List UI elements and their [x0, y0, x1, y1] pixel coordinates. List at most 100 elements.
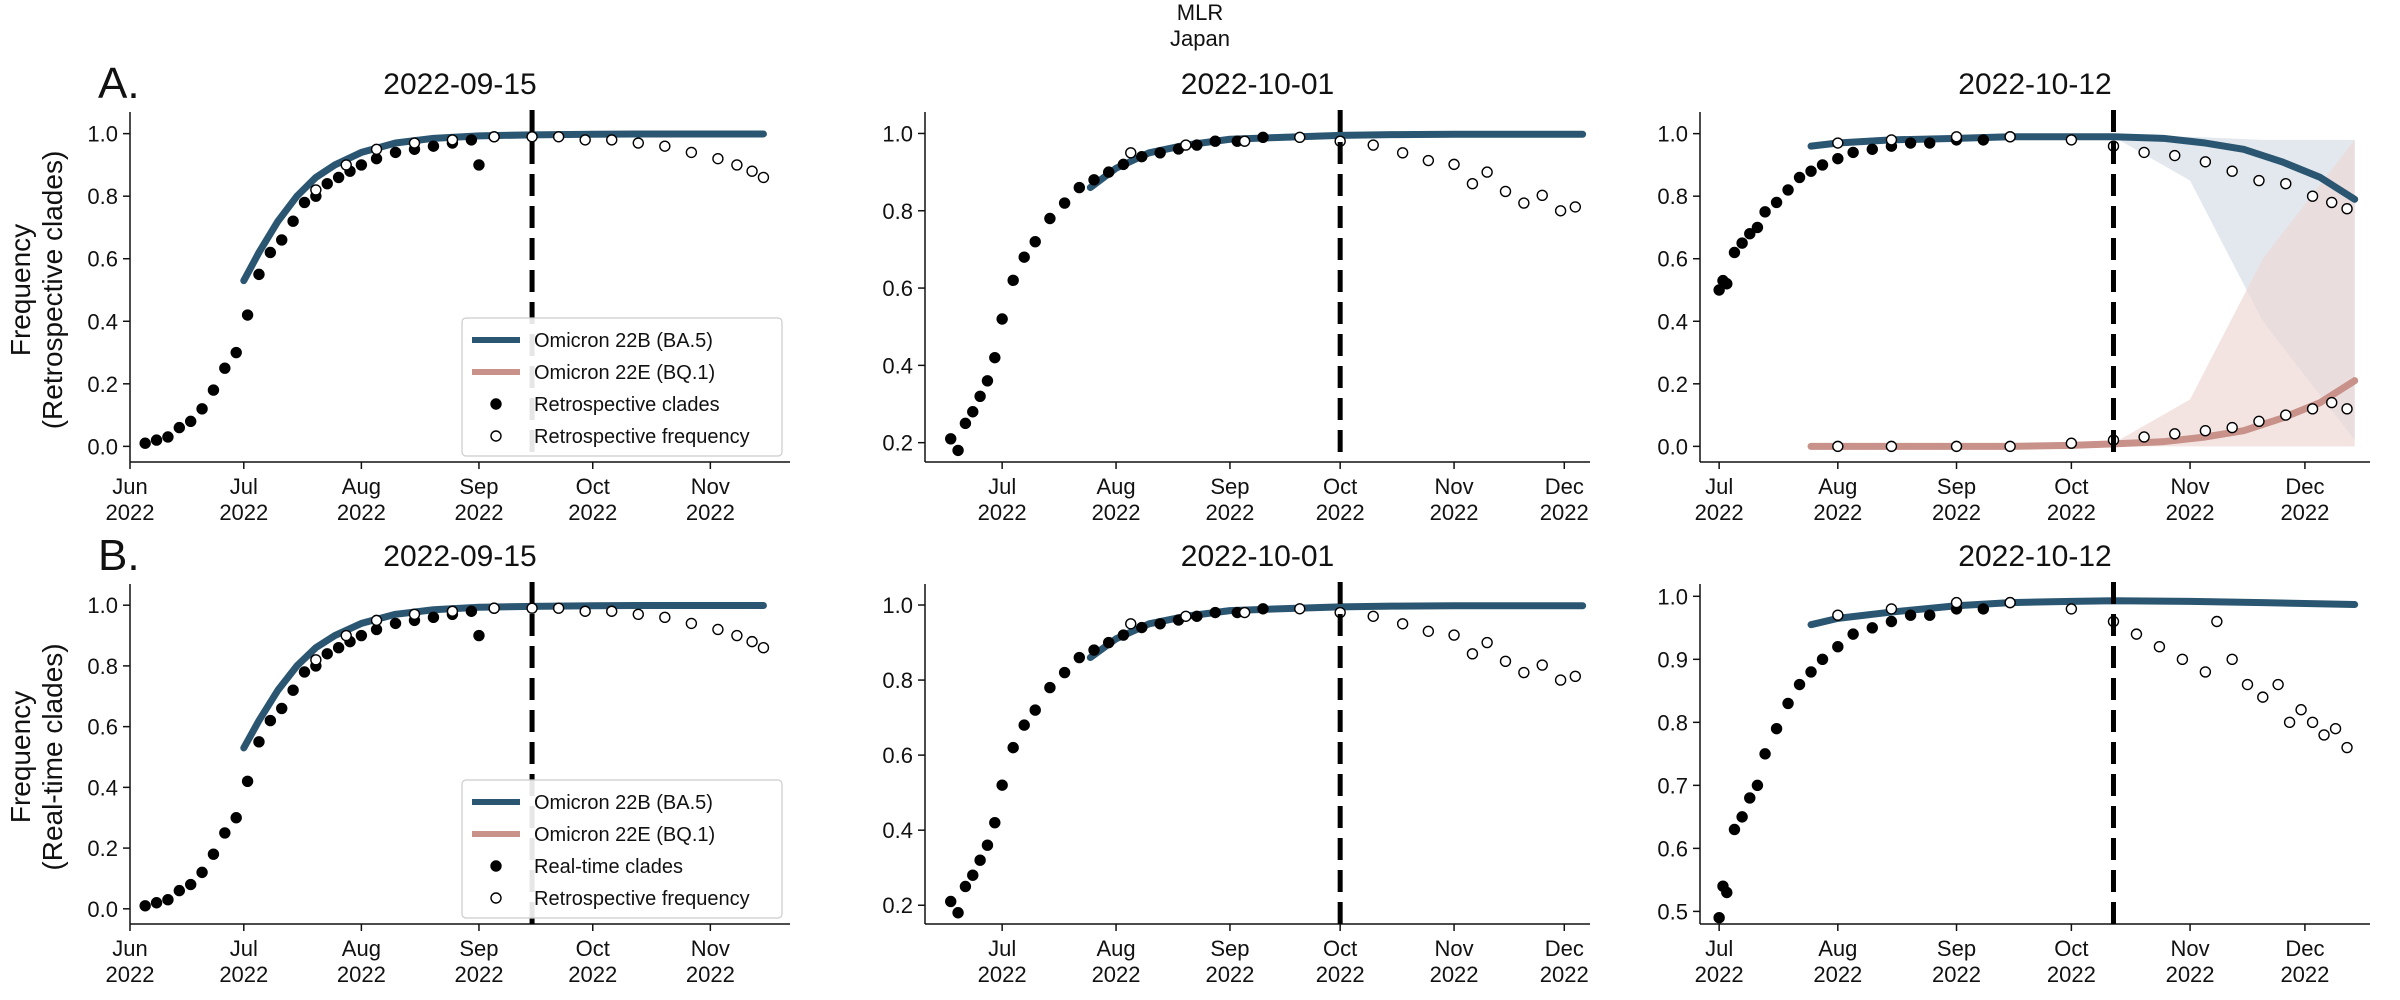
panel-A2: 0.20.40.60.81.0Jul2022Aug2022Sep2022Oct2…	[882, 68, 1590, 525]
x-tick-label-month: Oct	[2054, 936, 2088, 961]
frequency-point	[310, 184, 322, 196]
clade-point	[196, 403, 208, 415]
x-tick-label-month: Dec	[2285, 474, 2324, 499]
frequency-point	[1448, 158, 1460, 171]
frequency-point	[2341, 403, 2353, 415]
frequency-point	[1885, 134, 1898, 146]
legend-label: Omicron 22E (BQ.1)	[534, 824, 715, 846]
frequency-point	[606, 605, 618, 617]
frequency-point	[2226, 165, 2238, 177]
x-tick-label-month: Jun	[112, 936, 147, 961]
legend-marker-swatch	[490, 892, 502, 904]
clade-point	[989, 351, 1001, 364]
frequency-point	[2004, 596, 2016, 609]
y-tick-label: 1.0	[882, 593, 913, 618]
clade-point	[1805, 165, 1817, 177]
y-tick-label: 0.6	[1657, 836, 1688, 861]
frequency-point	[446, 134, 459, 146]
clade-point	[989, 816, 1001, 829]
x-tick-label-year: 2022	[686, 500, 735, 525]
x-tick-label-year: 2022	[1205, 962, 1254, 987]
clade-point	[1721, 886, 1733, 899]
x-tick-label-year: 2022	[2280, 500, 2329, 525]
y-tick-label: 0.8	[882, 668, 913, 693]
panel-label: B.	[98, 531, 140, 580]
x-tick-label-year: 2022	[1092, 500, 1141, 525]
frequency-point	[2257, 691, 2269, 703]
clade-point	[473, 629, 485, 642]
x-tick-label-month: Oct	[576, 474, 610, 499]
clade-point	[287, 684, 299, 696]
y-tick-label: 0.8	[87, 654, 118, 679]
frequency-point	[1950, 440, 1963, 453]
x-tick-label-year: 2022	[1932, 962, 1981, 987]
x-tick-label-year: 2022	[1316, 500, 1365, 525]
y-axis-label: Frequency	[5, 224, 36, 356]
clade-point	[1713, 911, 1725, 924]
y-tick-label: 0.5	[1657, 899, 1688, 924]
clade-point	[219, 362, 231, 374]
x-tick-label-year: 2022	[1540, 500, 1589, 525]
figure-title: MLR	[1176, 0, 1224, 25]
frequency-point	[731, 629, 743, 642]
frequency-point	[1125, 618, 1137, 630]
panel-B3: 0.50.60.70.80.91.0Jul2022Aug2022Sep2022O…	[1657, 540, 2370, 987]
frequency-point	[2004, 131, 2016, 143]
clade-point	[298, 196, 311, 209]
frequency-point	[1367, 139, 1379, 151]
frequency-point	[2295, 704, 2307, 716]
y-tick-label: 0.2	[1657, 372, 1688, 397]
clade-point	[230, 812, 242, 824]
series-line	[240, 130, 767, 285]
clade-point	[219, 827, 231, 839]
clade-point	[1007, 741, 1019, 754]
clade-point	[967, 406, 979, 418]
panel-B1: 0.00.20.40.60.81.0Jun2022Jul2022Aug2022S…	[5, 531, 790, 987]
frequency-point	[1396, 618, 1409, 630]
clade-point	[996, 313, 1008, 325]
clade-point	[1759, 206, 1771, 218]
clade-point	[952, 907, 964, 919]
clade-point	[1770, 722, 1783, 735]
frequency-point	[1448, 629, 1460, 641]
frequency-point	[370, 614, 383, 627]
clade-point	[1866, 143, 1878, 155]
frequency-point	[488, 602, 500, 614]
panel-title: 2022-09-15	[383, 68, 536, 101]
clade-point	[1209, 135, 1221, 147]
frequency-point	[2329, 722, 2342, 735]
clade-point	[332, 641, 345, 654]
legend: Omicron 22B (BA.5) Omicron 22E (BQ.1) Retr…	[461, 317, 783, 457]
panel-data	[139, 601, 770, 912]
y-tick-label: 0.0	[87, 434, 118, 459]
clade-point	[207, 848, 220, 860]
frequency-point	[2138, 146, 2150, 159]
y-tick-label: 0.2	[882, 893, 913, 918]
frequency-point	[1554, 674, 1567, 686]
x-tick-label-month: Aug	[342, 936, 381, 961]
x-tick-label-month: Jun	[112, 474, 147, 499]
y-tick-label: 0.0	[1657, 434, 1688, 459]
clade-point	[1977, 603, 1990, 615]
x-tick-label-year: 2022	[568, 962, 617, 987]
frequency-point	[1180, 610, 1192, 622]
y-tick-label: 0.7	[1657, 773, 1688, 798]
clade-point	[1073, 651, 1086, 664]
y-tick-label: 0.8	[882, 199, 913, 224]
x-tick-label-year: 2022	[2166, 500, 2215, 525]
panel-title: 2022-10-01	[1181, 68, 1334, 101]
frequency-point	[2226, 421, 2238, 434]
clade-point	[1117, 158, 1130, 171]
frequency-point	[1950, 596, 1963, 609]
y-tick-label: 0.6	[87, 247, 118, 272]
clade-point	[139, 437, 151, 449]
panel-title: 2022-10-12	[1958, 68, 2111, 101]
x-tick-label-month: Dec	[2285, 936, 2324, 961]
clade-point	[1044, 681, 1056, 694]
clade-point	[1866, 622, 1878, 634]
clade-point	[1759, 748, 1771, 760]
y-tick-label: 0.4	[1657, 309, 1688, 334]
clade-point	[1736, 237, 1748, 249]
clade-point	[1924, 137, 1936, 149]
clade-point	[981, 375, 994, 387]
